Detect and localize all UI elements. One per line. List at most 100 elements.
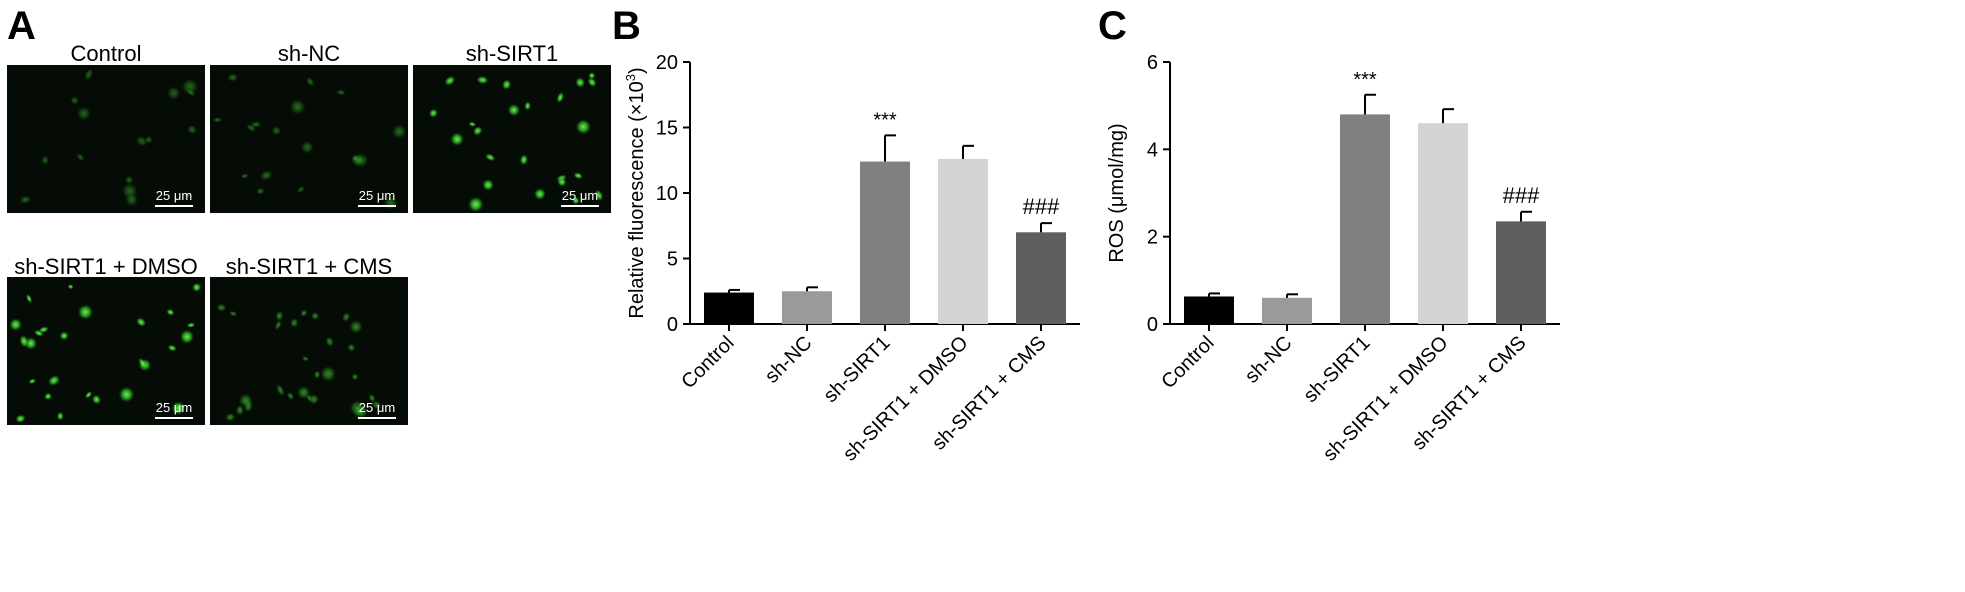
micrograph-sh-sirt1-cms: 25 μm: [210, 277, 408, 425]
cell-mark: [300, 140, 314, 155]
bar-0: [704, 292, 754, 324]
cell-mark: [256, 187, 265, 196]
cell-mark: [275, 310, 284, 322]
cell-mark: [325, 336, 335, 348]
cell-mark: [575, 118, 592, 135]
y-tick-label: 4: [1147, 139, 1158, 161]
panel-label-b: B: [612, 4, 641, 48]
cell-mark: [290, 317, 299, 328]
cell-mark: [216, 303, 227, 312]
cell-mark: [38, 326, 50, 334]
x-tick-label: sh-NC: [1241, 332, 1297, 388]
micrograph-title-sh-sirt1-cms: sh-SIRT1 + CMS: [225, 254, 393, 279]
scale-bar-label: 25 μm: [155, 400, 193, 415]
cell-mark: [347, 343, 356, 352]
cell-mark: [186, 124, 198, 135]
cell-mark: [274, 319, 282, 331]
cell-mark: [301, 356, 310, 362]
cell-mark: [573, 172, 584, 180]
scale-bar-line: [561, 205, 599, 207]
cell-mark: [240, 173, 249, 179]
x-tick-label: Control: [677, 332, 738, 393]
scale-bar: 25 μm: [155, 401, 193, 419]
cell-mark: [371, 400, 382, 410]
y-tick-label: 10: [656, 183, 678, 205]
x-tick-label: Control: [1157, 332, 1218, 393]
micrograph-sh-sirt1-dmso: 25 μm: [7, 277, 205, 425]
cell-mark: [428, 108, 439, 118]
cell-mark: [59, 331, 69, 341]
cell-mark: [353, 404, 369, 420]
bar-4: [1016, 232, 1066, 324]
micrograph-title-control: Control: [70, 41, 142, 66]
y-tick-label: 20: [656, 52, 678, 74]
cell-mark: [296, 385, 311, 400]
cell-mark: [77, 303, 94, 321]
cell-mark: [70, 96, 80, 105]
cell-mark: [524, 101, 532, 111]
bar-3: [938, 158, 988, 324]
cell-mark: [391, 123, 407, 140]
cell-mark: [507, 103, 521, 117]
scale-bar: 25 μm: [358, 401, 396, 419]
cell-mark: [533, 187, 547, 201]
cell-mark: [25, 293, 33, 304]
cell-mark: [348, 319, 364, 334]
y-axis-label-text: ROS (μmol/mg): [1106, 123, 1128, 262]
cell-mark: [368, 393, 376, 403]
cell-mark: [183, 191, 191, 199]
cell-mark: [186, 89, 196, 97]
cell-mark: [91, 394, 102, 405]
cell-mark: [229, 310, 238, 317]
cell-mark: [171, 400, 186, 416]
cell-mark: [472, 125, 483, 136]
cell-mark: [212, 117, 223, 123]
cell-mark: [259, 169, 273, 181]
cell-mark: [76, 106, 92, 121]
panel-label-a: A: [7, 4, 36, 48]
scale-bar: 25 μm: [358, 189, 396, 207]
bar-4: [1496, 221, 1546, 324]
bar-2: [860, 161, 910, 324]
significance-annotation: ***: [1353, 69, 1377, 91]
cell-mark: [40, 155, 50, 165]
cell-mark: [84, 68, 94, 81]
cell-mark: [286, 391, 295, 401]
scale-bar-line: [155, 417, 193, 419]
cell-texture: [428, 72, 604, 213]
cell-texture: [212, 73, 407, 211]
y-tick-label: 0: [667, 314, 678, 336]
cell-mark: [8, 317, 23, 332]
y-axis-label: Relative fluorescence (×103): [623, 67, 648, 318]
cell-mark: [84, 390, 93, 399]
cell-mark: [594, 189, 604, 202]
scale-bar-label: 25 μm: [358, 400, 396, 415]
x-tick-label: sh-SIRT1: [1300, 332, 1375, 407]
cell-mark: [305, 76, 315, 87]
cell-mark: [43, 392, 53, 401]
significance-annotation: ###: [1023, 194, 1060, 219]
y-tick-label: 15: [656, 118, 678, 140]
significance-annotation: ###: [1503, 183, 1540, 208]
cell-mark: [250, 121, 262, 128]
cell-mark: [191, 282, 202, 293]
cell-mark: [235, 404, 245, 416]
y-tick-label: 5: [667, 249, 678, 271]
cell-mark: [67, 284, 74, 290]
cell-mark: [225, 412, 236, 422]
cell-mark: [135, 135, 148, 147]
scale-bar-label: 25 μm: [561, 188, 599, 203]
bar-2: [1340, 114, 1390, 325]
cell-mark: [468, 121, 477, 127]
cell-mark: [56, 411, 64, 421]
cell-mark: [275, 383, 285, 397]
cell-mark: [227, 73, 239, 82]
cell-mark: [118, 386, 135, 403]
cell-mark: [557, 177, 567, 187]
cell-mark: [449, 132, 465, 147]
cell-mark: [299, 309, 308, 317]
cell-mark: [166, 308, 175, 316]
y-tick-label: 0: [1147, 314, 1158, 336]
chart-ros: 0 2 4 6 ROS (μmol/mg) Control sh-NC sh-SIRT1 ***…: [1106, 52, 1560, 466]
cell-mark: [47, 374, 61, 387]
